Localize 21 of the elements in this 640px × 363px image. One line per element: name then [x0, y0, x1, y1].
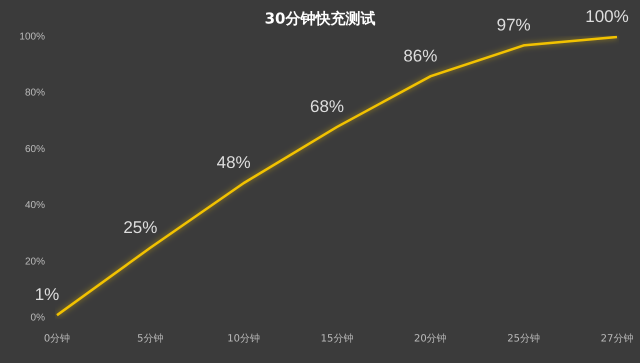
y-tick-label: 100% — [19, 32, 46, 42]
x-tick-label: 5分钟 — [137, 332, 164, 344]
x-tick-label: 15分钟 — [320, 332, 354, 344]
data-label: 48% — [216, 153, 251, 172]
y-tick-label: 40% — [24, 200, 46, 212]
data-label: 1% — [34, 285, 60, 304]
x-tick-label: 20分钟 — [414, 332, 447, 344]
data-label: 86% — [403, 46, 438, 66]
x-tick-label: 25分钟 — [507, 332, 540, 344]
y-tick-label: 80% — [24, 88, 46, 99]
data-label: 68% — [310, 96, 344, 116]
x-tick-label: 0分钟 — [44, 332, 70, 344]
data-label: 97% — [496, 15, 531, 34]
data-label: 100% — [585, 7, 629, 26]
y-tick-label: 20% — [24, 256, 46, 268]
y-tick-label: 0% — [30, 312, 46, 324]
chart-title: 30分钟快充测试 — [264, 10, 376, 28]
x-tick-label: 27分钟 — [600, 332, 634, 344]
x-tick-label: 10分钟 — [227, 332, 260, 344]
y-tick-label: 60% — [24, 144, 46, 155]
data-label: 25% — [123, 218, 158, 237]
